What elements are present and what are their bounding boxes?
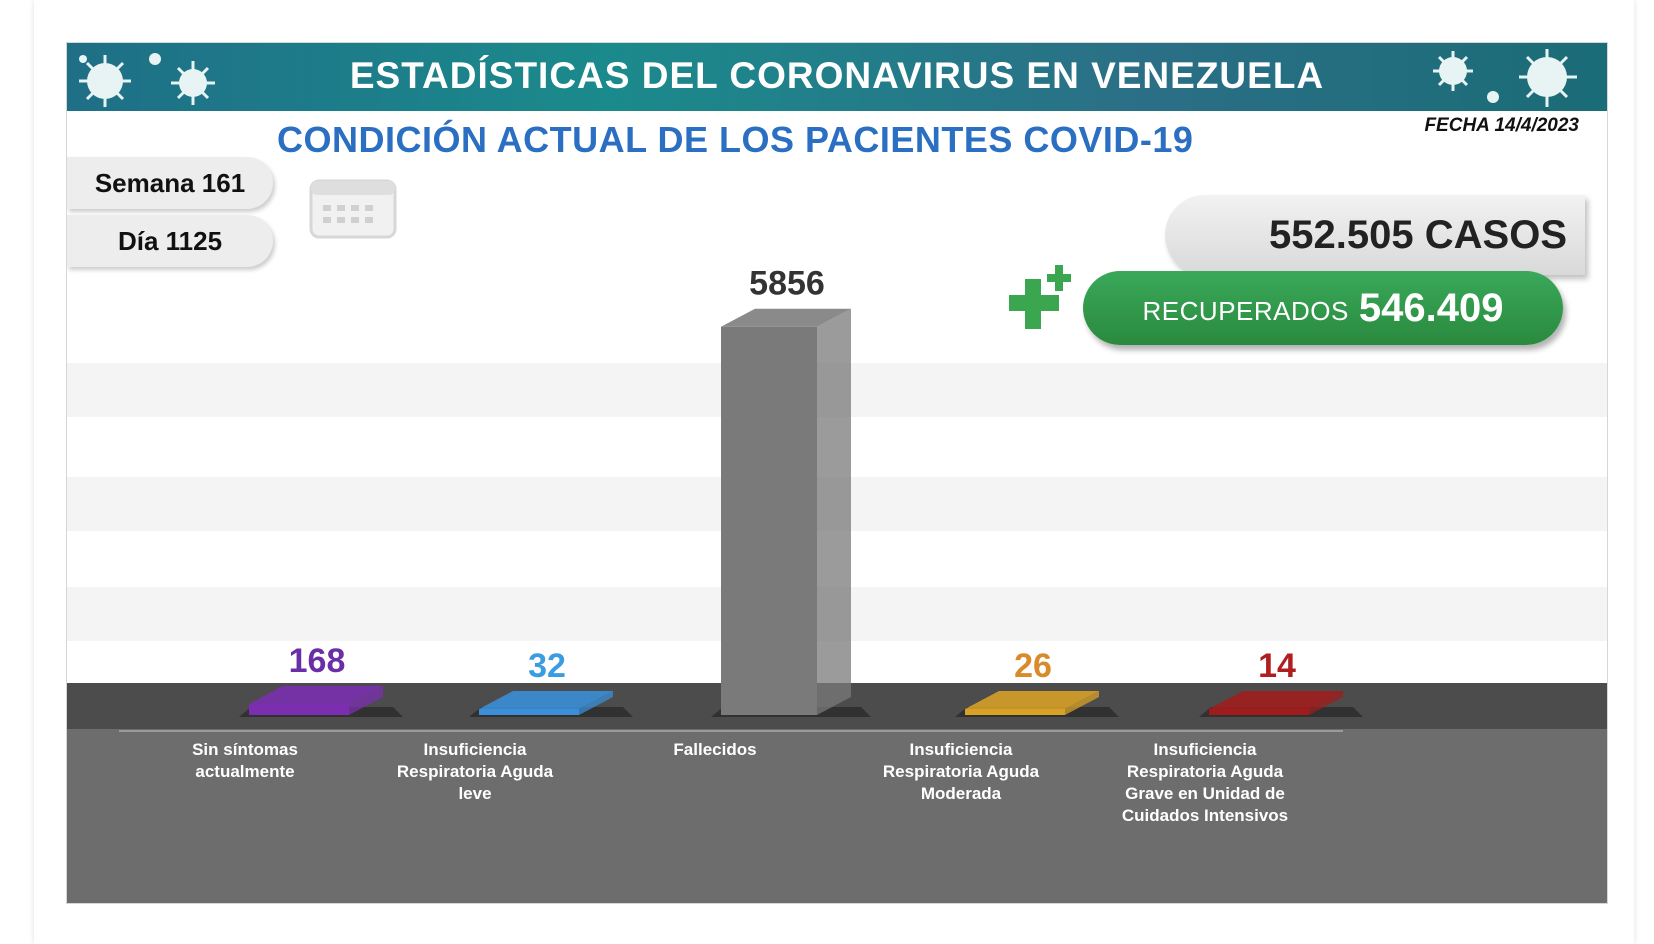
- calendar-icon: [309, 179, 397, 239]
- category-label-line: Insuficiencia: [1153, 740, 1257, 759]
- bar-2-top: [479, 691, 613, 709]
- recovered-badge: RECUPERADOS 546.409: [1083, 271, 1563, 345]
- report-date: FECHA 14/4/2023: [1424, 115, 1579, 136]
- value-label-5: 14: [1258, 647, 1296, 685]
- category-label-line: Respiratoria Aguda: [396, 762, 554, 781]
- chart-subtitle: CONDICIÓN ACTUAL DE LOS PACIENTES COVID-…: [277, 119, 1194, 160]
- category-label-line: Fallecidos: [673, 740, 757, 759]
- category-label-line: Cuidados Intensivos: [1121, 806, 1289, 825]
- category-label-line: Respiratoria Aguda: [882, 762, 1040, 781]
- bar-3-top: [721, 308, 851, 327]
- category-label-line: Insuficiencia: [423, 740, 527, 759]
- bar-4-side: [1065, 691, 1099, 715]
- virus-icon-right: [1433, 49, 1577, 107]
- category-area: [67, 729, 1607, 903]
- bar-5-side: [1309, 691, 1343, 715]
- category-label-5: Insuficiencia Respiratoria Aguda Grave en …: [1105, 739, 1305, 827]
- plus-icon: [1009, 265, 1071, 329]
- day-badge: Día 1125: [67, 215, 273, 267]
- bar-4-top: [965, 691, 1099, 709]
- bar-chart: 168 32 5856 26 14: [67, 265, 1607, 903]
- category-label-line: Insuficiencia: [909, 740, 1013, 759]
- bar-1-side: [349, 685, 383, 715]
- value-label-2: 32: [528, 647, 566, 685]
- category-label-3: Fallecidos: [615, 739, 815, 761]
- bar-3: [721, 326, 817, 715]
- category-label-line: actualmente: [195, 762, 295, 781]
- covid-infographic: ESTADÍSTICAS DEL CORONAVIRUS EN VENEZUEL…: [66, 42, 1608, 904]
- category-label-2: Insuficiencia Respiratoria Aguda leve: [375, 739, 575, 805]
- category-label-line: Grave en Unidad de: [1125, 784, 1285, 803]
- bar-5-top: [1209, 691, 1343, 709]
- category-label-line: Sin síntomas: [192, 740, 298, 759]
- title-banner: ESTADÍSTICAS DEL CORONAVIRUS EN VENEZUEL…: [67, 43, 1607, 111]
- total-cases-badge: 552.505 CASOS: [1165, 195, 1585, 275]
- bar-1-top: [249, 685, 383, 704]
- value-label-4: 26: [1014, 647, 1052, 685]
- virus-icon-left: [79, 53, 215, 107]
- recovered-value: 546.409: [1358, 285, 1504, 330]
- banner-title: ESTADÍSTICAS DEL CORONAVIRUS EN VENEZUEL…: [349, 55, 1325, 96]
- recovered-label: RECUPERADOS: [1142, 295, 1349, 326]
- bar-1: [249, 703, 349, 715]
- value-label-1: 168: [289, 642, 346, 680]
- bar-2: [479, 709, 579, 715]
- category-label-line: leve: [458, 784, 492, 803]
- bar-4: [965, 709, 1065, 715]
- bar-3-side: [817, 308, 851, 715]
- week-badge: Semana 161: [67, 157, 273, 209]
- category-label-line: Moderada: [920, 784, 1002, 803]
- article-text-cutoff: [66, 912, 73, 943]
- category-label-1: Sin síntomas actualmente: [145, 739, 345, 783]
- category-label-line: Respiratoria Aguda: [1126, 762, 1284, 781]
- category-label-4: Insuficiencia Respiratoria Aguda Moderada: [861, 739, 1061, 805]
- bar-2-side: [579, 691, 613, 715]
- value-label-3: 5856: [749, 265, 825, 303]
- bar-5: [1209, 709, 1309, 715]
